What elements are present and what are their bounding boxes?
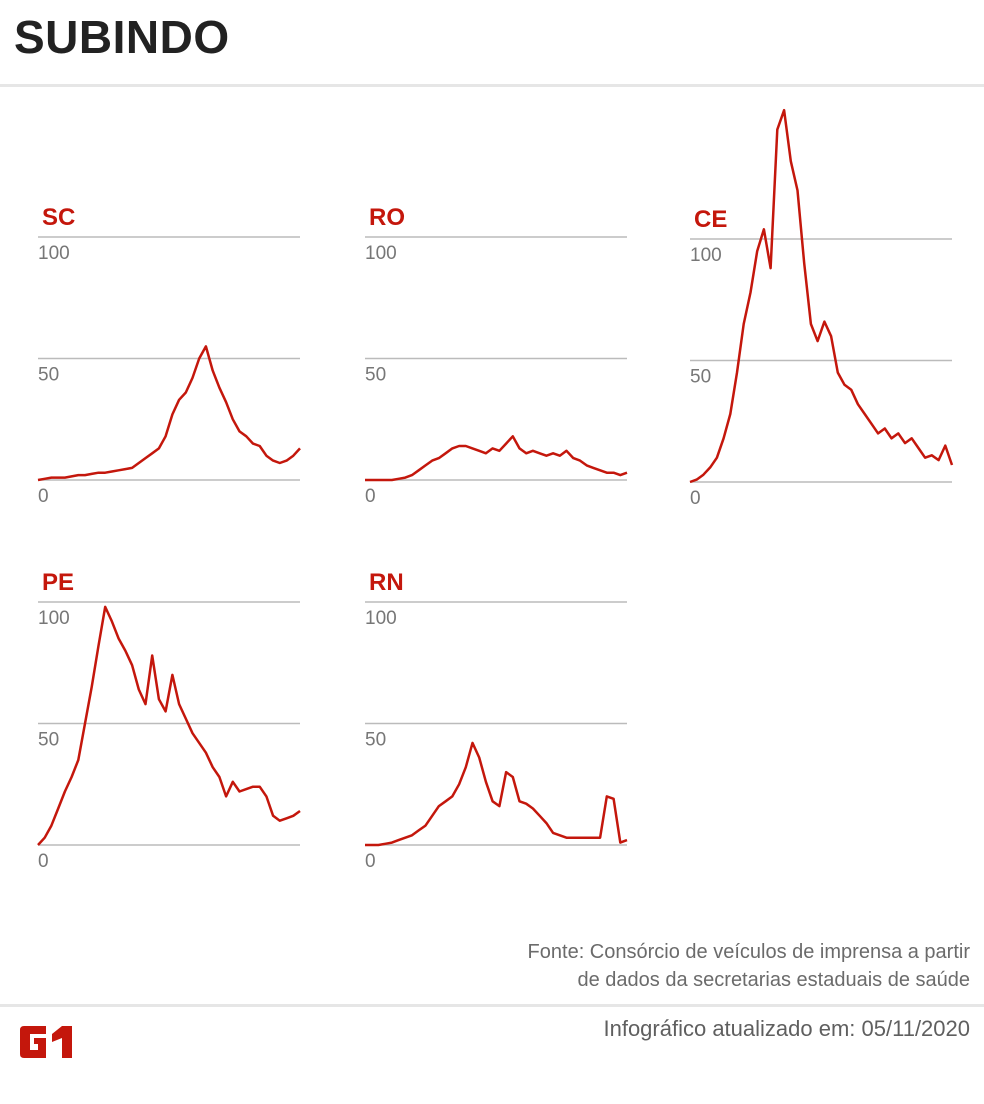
y-tick-label: 0: [38, 486, 49, 507]
source-line-2: de dados da secretarias estaduais de saú…: [577, 969, 971, 991]
g1-logo: [18, 1024, 78, 1065]
updated-date: Infográfico atualizado em: 05/11/2020: [603, 1016, 970, 1041]
chart-title-sc: SC: [42, 204, 75, 231]
y-tick-label: 50: [365, 365, 386, 386]
series-line-pe: [37, 605, 301, 846]
y-tick-label: 100: [38, 608, 70, 629]
y-tick-label: 50: [690, 367, 711, 388]
series-line-rn: [365, 741, 628, 847]
chart-title-ro: RO: [369, 204, 405, 231]
y-tick-label: 0: [38, 851, 49, 872]
y-tick-label: 0: [365, 851, 376, 872]
footer-divider: [0, 1004, 984, 1007]
page-title: SUBINDO: [14, 11, 230, 63]
series-line-ce: [689, 108, 954, 484]
y-tick-label: 100: [365, 608, 397, 629]
chart-title-rn: RN: [369, 569, 404, 596]
y-tick-label: 100: [38, 243, 70, 264]
series-line-sc: [37, 345, 301, 482]
source-note: Fonte: Consórcio de veículos de imprensa…: [528, 938, 970, 994]
y-tick-label: 100: [365, 243, 397, 264]
y-tick-label: 50: [38, 730, 59, 751]
y-tick-label: 100: [690, 245, 722, 266]
chart-title-pe: PE: [42, 569, 74, 596]
chart-title-ce: CE: [694, 206, 727, 233]
y-tick-label: 0: [690, 488, 701, 509]
series-line-ro: [365, 435, 628, 482]
source-line-1: Fonte: Consórcio de veículos de imprensa…: [527, 941, 970, 963]
y-tick-label: 0: [365, 486, 376, 507]
y-tick-label: 50: [38, 365, 59, 386]
top-divider: [0, 84, 984, 87]
y-tick-label: 50: [365, 730, 386, 751]
